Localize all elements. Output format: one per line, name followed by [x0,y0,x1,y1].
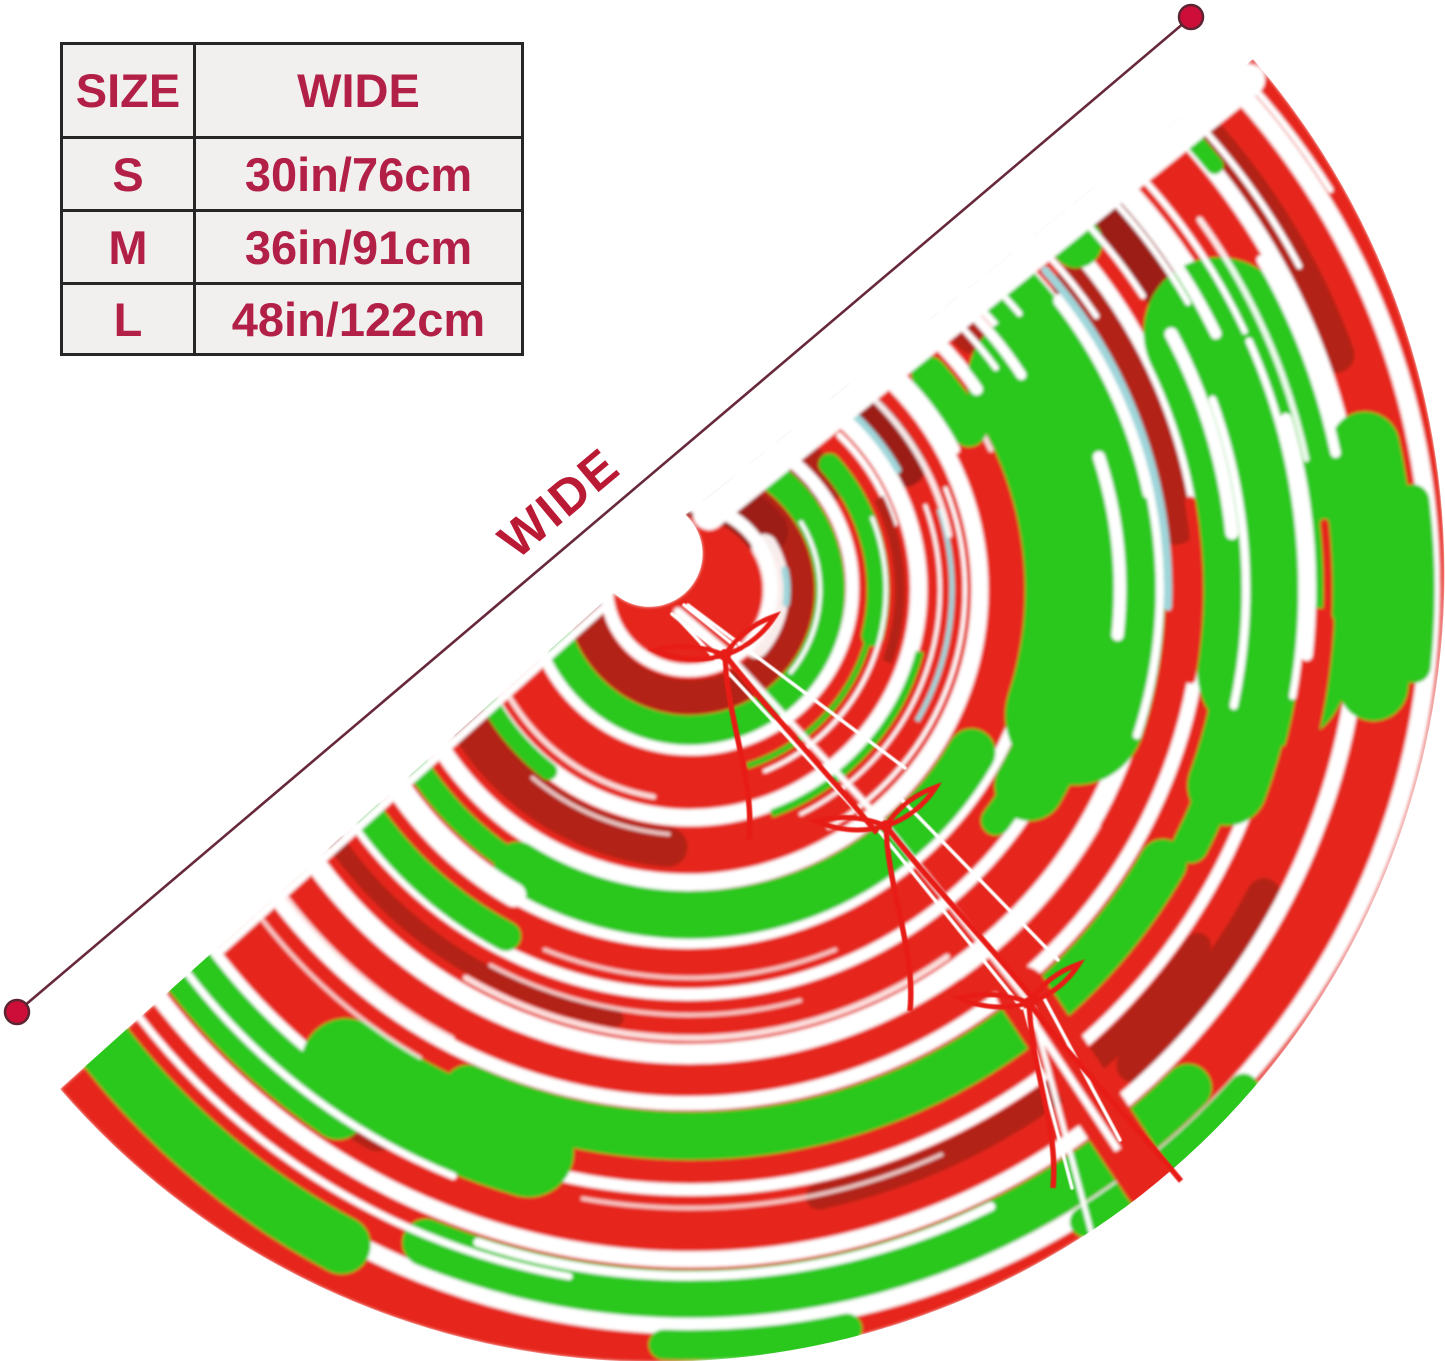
svg-text:WIDE: WIDE [488,437,630,569]
